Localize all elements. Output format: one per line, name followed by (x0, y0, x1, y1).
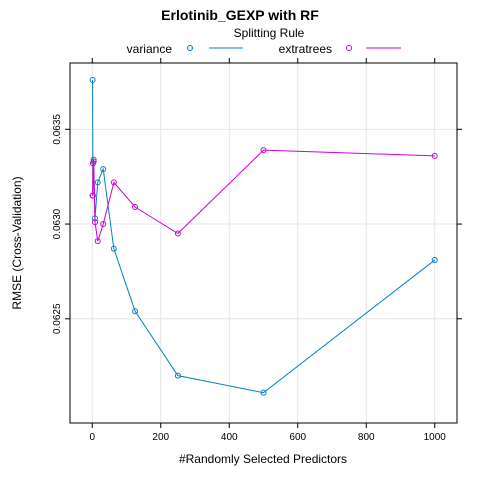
x-tick-label-4: 800 (358, 432, 375, 443)
y-tick-label-1: 0.0630 (52, 208, 63, 239)
y-tick-label-0: 0.0625 (52, 303, 63, 334)
gridlines (70, 63, 457, 423)
series-extratrees (90, 148, 437, 244)
series-line-variance (93, 80, 435, 393)
legend-marker-variance (188, 46, 193, 51)
legend-label-variance: variance (127, 42, 173, 56)
x-tick-label-2: 400 (221, 432, 238, 443)
legend-title: Splitting Rule (234, 26, 305, 40)
legend-item-variance: variance (127, 42, 243, 56)
series-line-extratrees (93, 150, 435, 241)
legend-label-extratrees: extratrees (279, 42, 332, 56)
x-tick-label-3: 600 (289, 432, 306, 443)
x-tick-label-1: 200 (152, 432, 169, 443)
x-tick-label-0: 0 (89, 432, 95, 443)
y-axis-label: RMSE (Cross-Validation) (10, 176, 24, 309)
series-variance (90, 78, 437, 396)
chart-title: Erlotinib_GEXP with RF (161, 7, 319, 23)
legend-item-extratrees: extratrees (279, 42, 401, 56)
x-tick-label-5: 1000 (424, 432, 447, 443)
y-tick-label-2: 0.0635 (52, 114, 63, 145)
x-axis-ticks: 0 200 400 600 800 1000 (89, 58, 446, 443)
legend: variance extratrees (127, 42, 401, 56)
plot-frame (70, 63, 457, 423)
series-layer (90, 78, 437, 396)
x-axis-label: #Randomly Selected Predictors (179, 452, 347, 466)
legend-marker-extratrees (347, 46, 352, 51)
